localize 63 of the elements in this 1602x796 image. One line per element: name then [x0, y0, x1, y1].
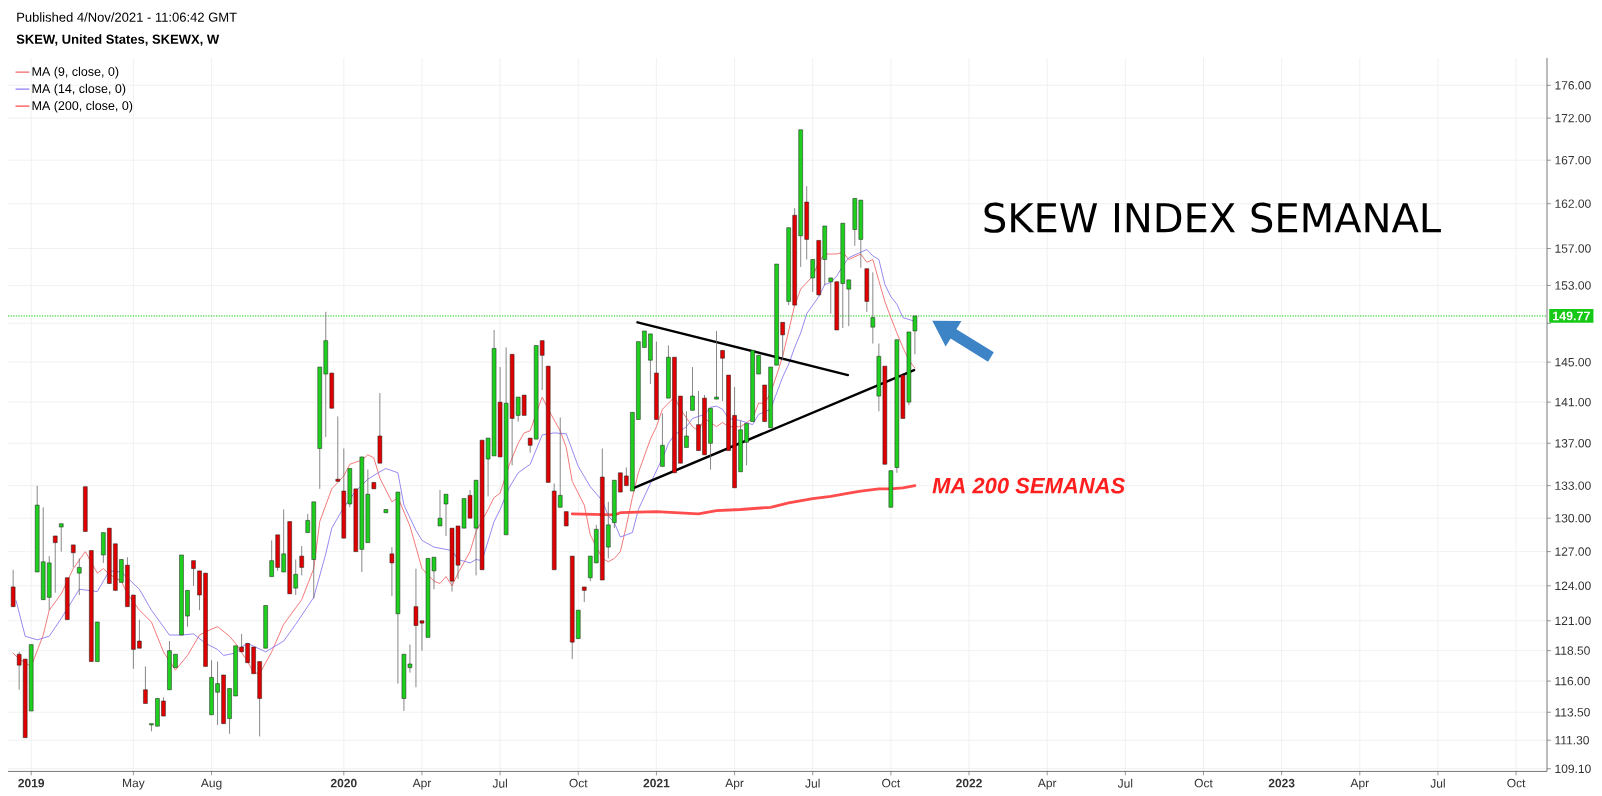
y-tick-label: 118.50	[1555, 646, 1590, 655]
legend-label: MA (14, close, 0)	[32, 83, 126, 96]
x-tick-label: Jul	[805, 778, 820, 788]
x-tick-label: Oct	[1194, 778, 1213, 788]
y-tick-label: 130.00	[1555, 513, 1591, 523]
y-tick-label: 167.00	[1555, 155, 1591, 165]
x-tick-label: Jul	[1430, 778, 1445, 788]
y-tick-label: 137.00	[1555, 439, 1591, 448]
candlestick	[10, 569, 16, 608]
candlestick	[299, 545, 304, 576]
candlestick	[143, 666, 148, 704]
x-tick-label: Apr	[412, 778, 432, 790]
y-tick-label: 157.00	[1555, 244, 1591, 253]
annotation: MA 200 SEMANAS	[932, 477, 1126, 494]
y-tick-label: 116.00	[1555, 676, 1590, 686]
candlestick	[335, 416, 341, 482]
x-tick-label: Aug	[200, 778, 222, 790]
candlestick	[53, 535, 58, 594]
candlestick	[690, 366, 695, 411]
y-tick-label: 162.00	[1555, 199, 1591, 208]
y-tick-label: 172.00	[1555, 113, 1591, 123]
x-tick-label: May	[123, 778, 145, 790]
annotation: SKEW INDEX SEMANAL	[984, 202, 1441, 233]
candlestick	[437, 489, 443, 527]
candlestick	[77, 558, 82, 596]
line-series	[570, 484, 917, 517]
x-tick-label: 2020	[330, 778, 357, 788]
x-tick-label: Jul	[492, 778, 507, 788]
y-tick-label: 124.00	[1555, 581, 1591, 591]
chart-title: SKEW, United States, SKEWX, W	[16, 34, 220, 46]
y-tick-label: 121.00	[1555, 616, 1591, 626]
candlestick	[191, 560, 196, 587]
x-tick-label: 2021	[643, 778, 670, 788]
chart-subtitle: Published 4/Nov/2021 - 11:06:42 GMT	[17, 12, 237, 22]
x-tick-label: Apr	[1350, 778, 1369, 790]
y-tick-label: 176.00	[1555, 81, 1591, 90]
candlestick	[71, 544, 76, 568]
y-tick-label: 111.30	[1555, 735, 1589, 745]
candlestick	[720, 350, 725, 402]
y-tick-label: 127.00	[1555, 547, 1591, 556]
y-tick-label: 113.50	[1555, 708, 1590, 717]
y-tick-label: 153.00	[1555, 281, 1591, 290]
y-tick-label: 145.00	[1555, 357, 1591, 367]
x-tick-label: Oct	[882, 778, 901, 788]
x-tick-label: Apr	[725, 778, 744, 790]
x-tick-label: Oct	[569, 778, 588, 788]
x-tick-label: 2022	[956, 778, 982, 788]
legend-label: MA (9, close, 0)	[32, 66, 119, 79]
x-tick-label: Oct	[1507, 778, 1526, 788]
x-tick-label: 2019	[18, 778, 45, 788]
candlestick	[443, 493, 449, 537]
y-tick-label: 141.00	[1555, 397, 1591, 407]
ref-line-label: 149.77	[1552, 311, 1590, 321]
y-tick-label: 109.10	[1555, 764, 1591, 774]
y-tick-label: 133.00	[1555, 481, 1591, 490]
x-tick-label: Jul	[1117, 778, 1133, 788]
candlestick	[714, 330, 719, 400]
candlestick	[59, 523, 64, 553]
legend-label: MA (200, close, 0)	[32, 100, 133, 113]
x-tick-label: 2023	[1268, 778, 1295, 788]
candlestick	[582, 586, 587, 603]
x-tick-label: Apr	[1037, 778, 1057, 790]
candlestick	[660, 412, 665, 467]
